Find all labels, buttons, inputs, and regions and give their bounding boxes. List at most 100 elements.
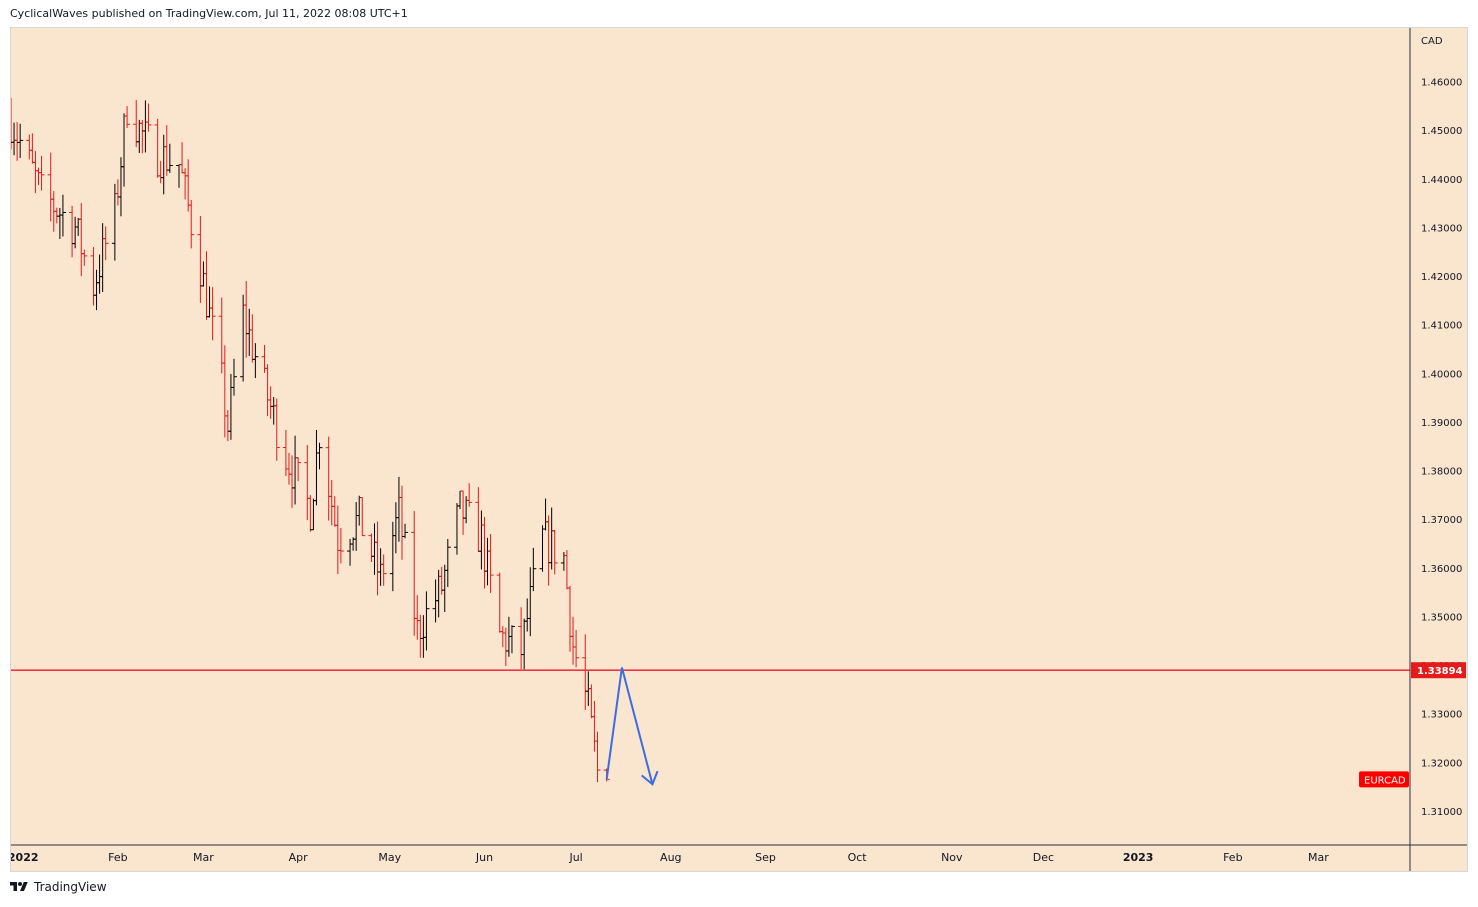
ohlc-bar-up: [75, 217, 82, 236]
ohlc-bar-down: [179, 142, 186, 174]
tradingview-logo-icon: [10, 882, 28, 891]
brand-name: TradingView: [34, 880, 107, 894]
ohlc-bar-up: [270, 396, 277, 425]
ohlc-bar-down: [417, 614, 424, 658]
ohlc-bar-down: [359, 497, 366, 537]
ohlc-bar-down: [139, 120, 146, 154]
ohlc-bar-up: [444, 539, 451, 587]
ohlc-bar-down: [582, 634, 589, 710]
ohlc-bar-up: [142, 100, 149, 153]
price-axis[interactable]: CAD 1.310001.320001.330001.340001.350001…: [1421, 36, 1462, 818]
ohlc-bar-down: [124, 106, 131, 129]
projection-arrow-head: [641, 770, 659, 786]
ohlc-bar-down: [481, 516, 488, 589]
ohlc-bar-up: [160, 134, 167, 195]
time-tick-label: Oct: [848, 851, 868, 864]
ohlc-bar-down: [337, 527, 344, 564]
ohlc-bar-down: [114, 179, 121, 206]
ohlc-bar-up: [117, 157, 124, 217]
ohlc-bar-down: [221, 345, 228, 438]
ohlc-bar-down: [218, 297, 225, 374]
price-tag: 1.33894: [1411, 662, 1466, 679]
ohlc-bar-down: [487, 534, 494, 593]
ohlc-bar-up: [542, 498, 549, 531]
ohlc-bar-down: [32, 150, 39, 194]
ohlc-bar-up: [353, 502, 360, 551]
ohlc-bar-down: [398, 485, 405, 560]
ohlc-bar-down: [374, 521, 381, 596]
time-tick-label: Feb: [108, 851, 127, 864]
ohlc-bar-down: [380, 554, 387, 586]
projection-path[interactable]: [605, 667, 654, 785]
ohlc-bar-up: [392, 502, 399, 554]
ohlc-bar-up: [11, 122, 18, 156]
ohlc-bar-down: [11, 98, 14, 150]
ohlc-bar-down: [197, 215, 204, 303]
ohlc-bar-up: [548, 507, 555, 570]
time-tick-label: Nov: [941, 851, 963, 864]
time-tick-label: Aug: [660, 851, 681, 864]
price-tick-label: 1.45000: [1421, 126, 1462, 137]
ohlc-bar-up: [347, 538, 354, 566]
time-tick-label: May: [378, 851, 401, 864]
ohlc-bar-up: [389, 521, 396, 592]
chart-pane[interactable]: CAD 1.310001.320001.330001.340001.350001…: [10, 27, 1468, 872]
ohlc-bar-up: [521, 618, 528, 670]
time-tick-label: Mar: [1308, 851, 1329, 864]
price-tag-background: [1411, 662, 1466, 679]
price-tick-label: 1.44000: [1421, 175, 1462, 186]
ohlc-bar-down: [203, 251, 210, 320]
symbol-tag-label: EURCAD: [1364, 775, 1406, 786]
ohlc-bar-up: [252, 343, 259, 379]
ohlc-bar-down: [102, 226, 109, 261]
ohlc-bar-down: [78, 203, 85, 277]
ohlc-bar-down: [188, 199, 195, 249]
price-tick-label: 1.37000: [1421, 515, 1462, 526]
ohlc-bar-down: [551, 530, 558, 575]
ohlc-bar-up: [96, 254, 103, 294]
currency-label: CAD: [1421, 36, 1443, 47]
price-tick-label: 1.38000: [1421, 467, 1462, 478]
time-axis[interactable]: 2022 Feb Mar Apr May Jun Jul Aug Sep Oct Nov Dec 202…: [11, 851, 1329, 864]
ohlc-bar-up: [527, 567, 534, 637]
ohlc-bar-down: [304, 445, 311, 521]
ohlc-bar-up: [560, 552, 567, 571]
ohlc-bar-down: [26, 134, 33, 160]
ohlc-bar-up: [316, 442, 323, 470]
ohlc-bar-down: [588, 684, 595, 719]
price-tick-label: 1.32000: [1421, 758, 1462, 769]
ohlc-bar-down: [69, 205, 76, 258]
symbol-tag-background: [1359, 771, 1409, 788]
ohlc-bar-down: [328, 479, 335, 526]
ohlc-bar-down: [466, 483, 473, 507]
price-tick-label: 1.33000: [1421, 710, 1462, 721]
ohlc-bar-down: [133, 100, 140, 148]
ohlc-bar-down: [35, 167, 42, 186]
ohlc-bar-up: [508, 625, 515, 654]
ohlc-bar-down: [29, 133, 36, 164]
ohlc-bar-down: [209, 287, 216, 341]
ohlc-bar-up: [313, 429, 320, 506]
ohlc-bar-down: [264, 364, 271, 417]
ohlc-bar-down: [411, 510, 418, 636]
ohlc-bar-up: [435, 569, 442, 618]
time-tick-label: Mar: [193, 851, 214, 864]
time-tick-label: Sep: [755, 851, 776, 864]
price-tick-label: 1.35000: [1421, 612, 1462, 623]
ohlc-bar-down: [145, 103, 152, 132]
price-tick-label: 1.36000: [1421, 564, 1462, 575]
ohlc-bar-up: [356, 495, 363, 526]
ohlc-bar-up: [420, 615, 427, 658]
time-tick-label: Jul: [568, 851, 582, 864]
ohlc-bar-up: [59, 194, 66, 237]
ohlc-bar-down: [90, 247, 97, 306]
ohlc-bar-down: [460, 490, 467, 535]
price-tick-label: 1.42000: [1421, 272, 1462, 283]
ohlc-bar-up: [292, 435, 299, 505]
ohlc-bar-up: [99, 223, 106, 293]
price-tick-label: 1.43000: [1421, 223, 1462, 234]
ohlc-bar-up: [166, 143, 173, 173]
ohlc-bar-down: [331, 496, 338, 527]
ohlc-bar-down: [325, 436, 332, 521]
price-chart[interactable]: CAD 1.310001.320001.330001.340001.350001…: [11, 28, 1467, 871]
